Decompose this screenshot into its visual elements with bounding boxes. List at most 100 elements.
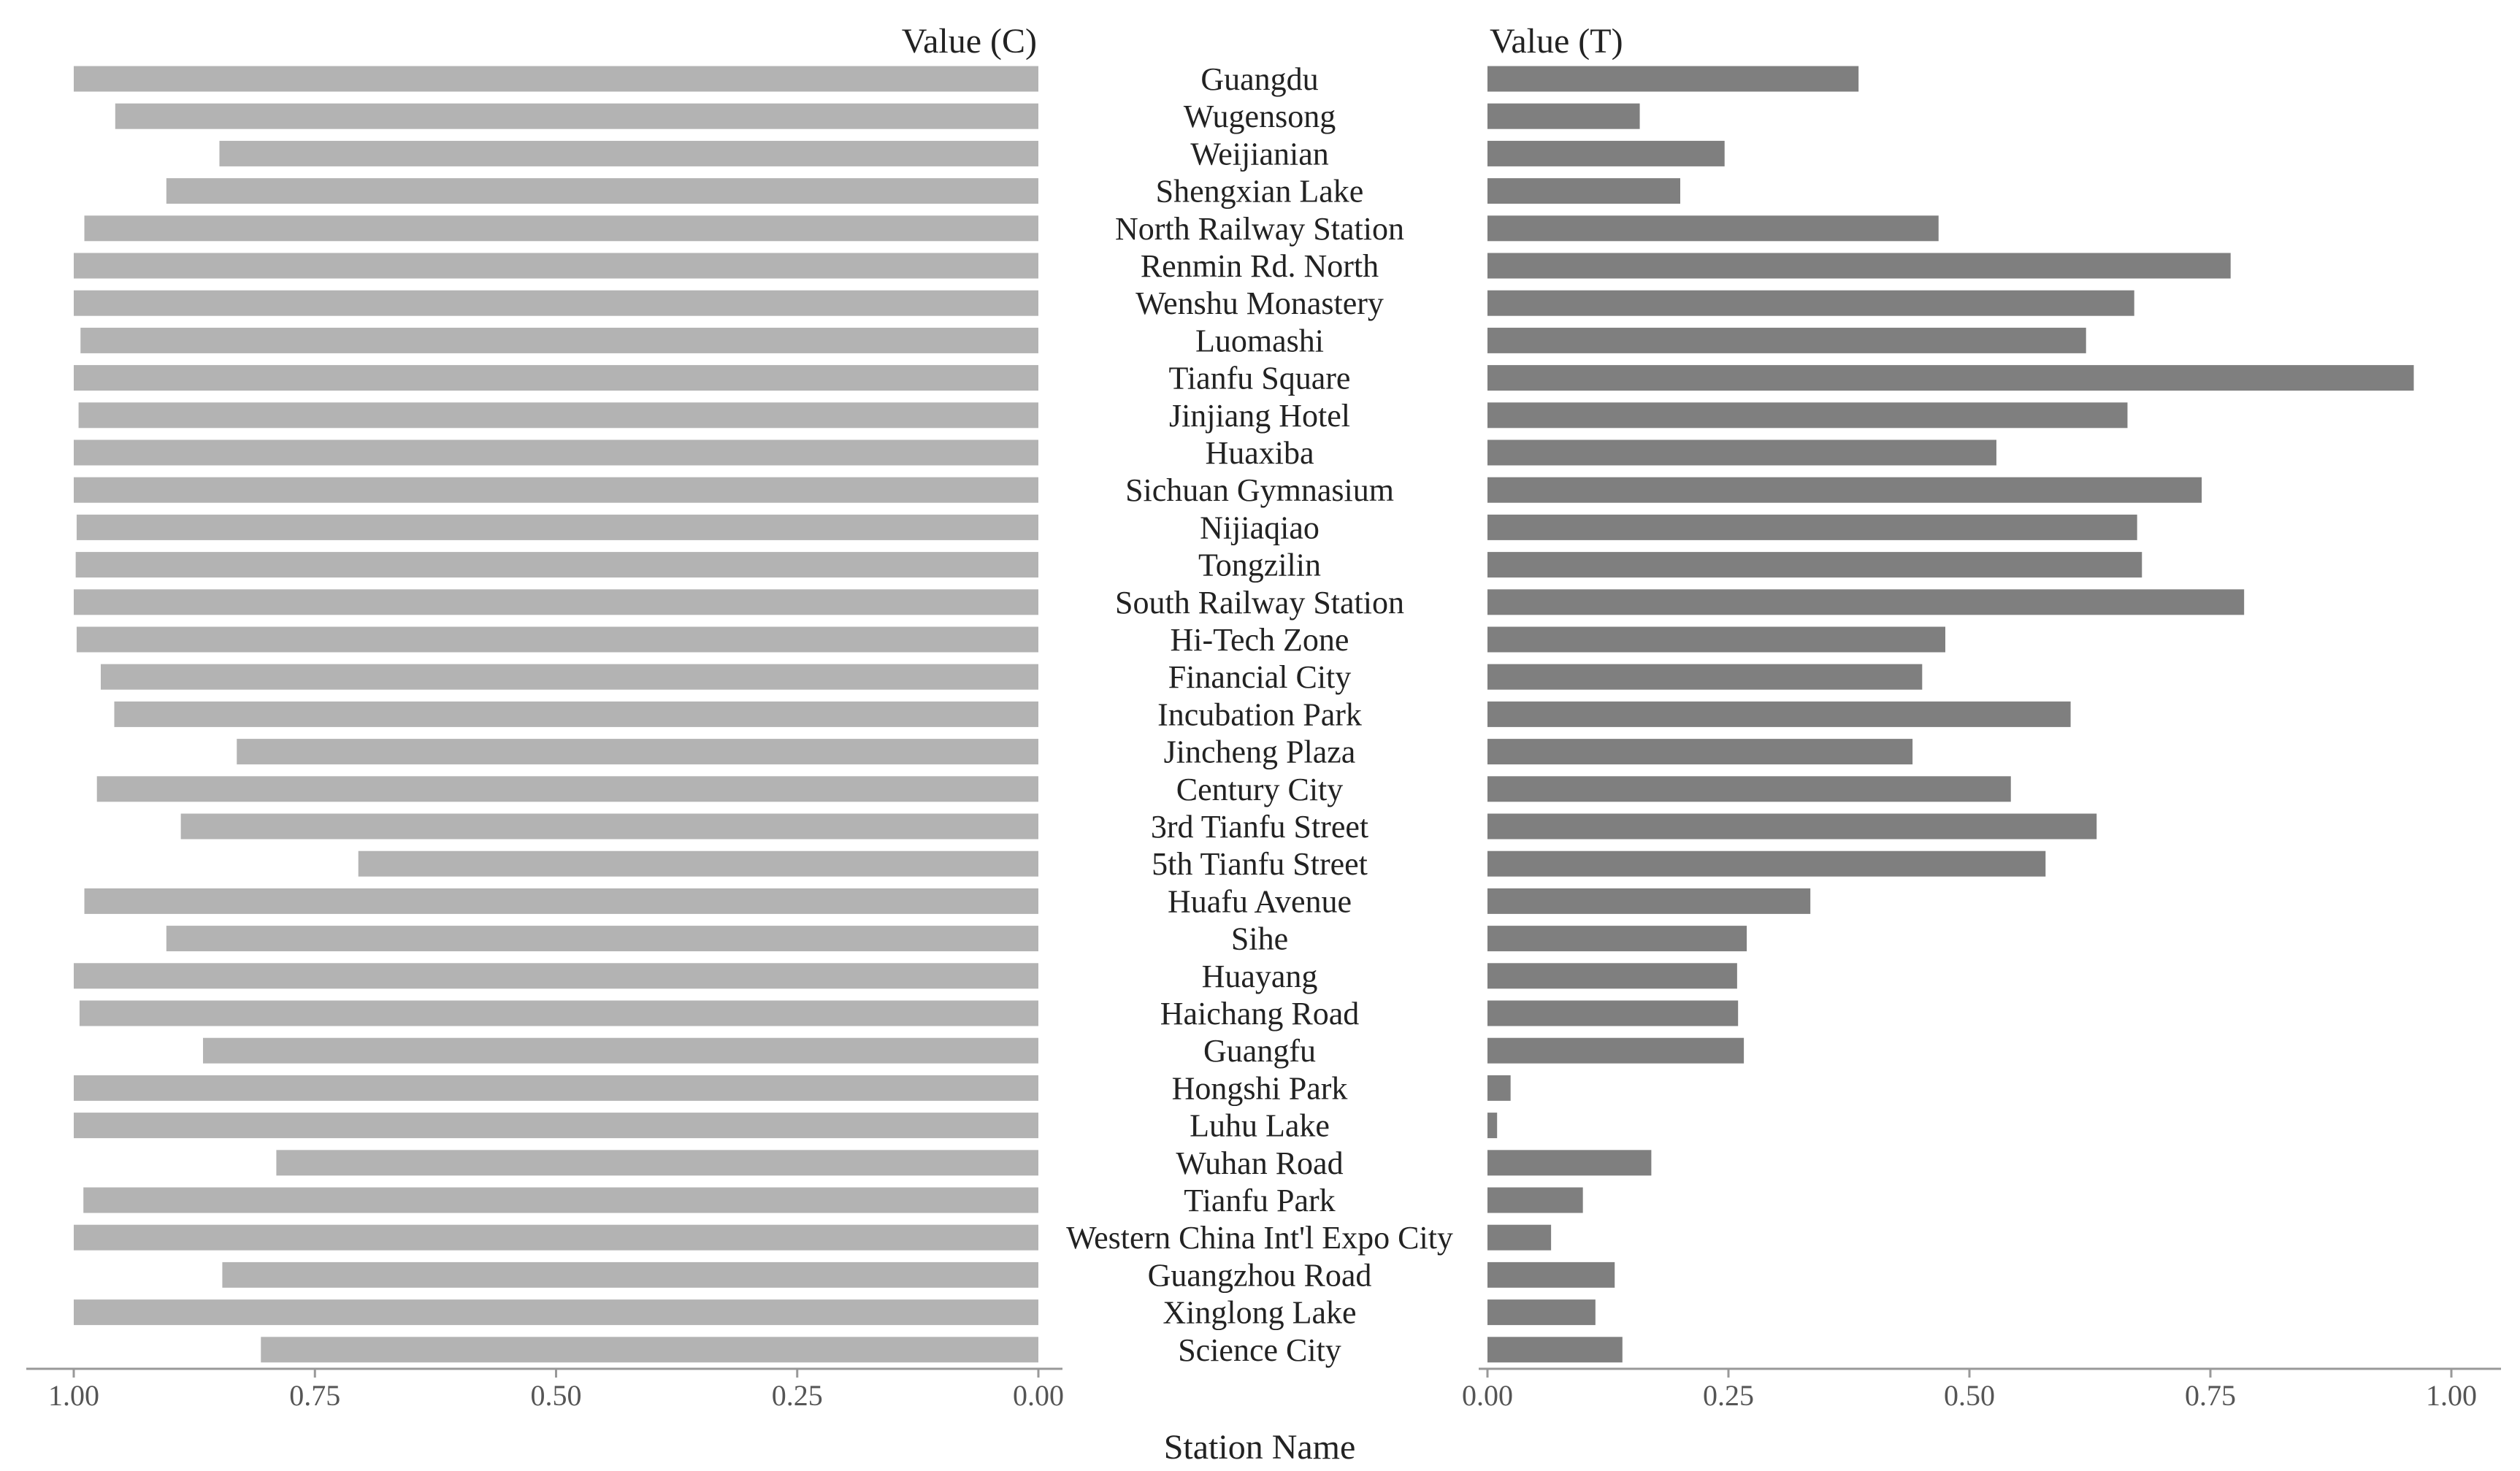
bar-t-33 <box>1487 1299 1596 1326</box>
bar-c-31 <box>74 1224 1038 1251</box>
left-bars-group <box>74 66 1039 1363</box>
bar-c-10 <box>74 439 1038 466</box>
station-label-16: Financial City <box>1168 659 1352 695</box>
station-label-32: Guangzhou Road <box>1148 1257 1372 1293</box>
station-label-12: Nijiaqiao <box>1200 510 1320 545</box>
bar-c-30 <box>83 1187 1039 1213</box>
bar-c-16 <box>100 664 1038 690</box>
bar-c-0 <box>74 66 1038 92</box>
bar-c-24 <box>74 963 1038 989</box>
bar-t-6 <box>1487 290 2134 316</box>
bar-t-19 <box>1487 776 2011 802</box>
bar-t-14 <box>1487 589 2245 615</box>
left-panel-title: Value (C) <box>902 22 1037 61</box>
right-tick-label-4: 1.00 <box>2426 1379 2477 1412</box>
bar-t-29 <box>1487 1150 1652 1176</box>
station-label-21: 5th Tianfu Street <box>1152 846 1368 882</box>
station-label-11: Sichuan Gymnasium <box>1125 472 1394 508</box>
station-label-1: Wugensong <box>1184 99 1336 134</box>
station-label-34: Science City <box>1178 1332 1341 1368</box>
station-label-13: Tongzilin <box>1198 548 1321 583</box>
bar-t-18 <box>1487 739 1913 765</box>
bar-t-2 <box>1487 140 1725 166</box>
bar-t-8 <box>1487 365 2414 391</box>
station-label-31: Western China Int'l Expo City <box>1066 1220 1453 1256</box>
right-ticks-group: 0.00 0.25 0.50 0.75 1.00 <box>1462 1369 2477 1412</box>
left-tick-label-3: 0.25 <box>772 1379 823 1412</box>
station-label-30: Tianfu Park <box>1184 1183 1335 1218</box>
bar-c-23 <box>166 926 1038 952</box>
bar-c-19 <box>96 776 1039 802</box>
bar-c-8 <box>74 365 1038 391</box>
bar-t-23 <box>1487 926 1747 952</box>
right-tick-label-1: 0.25 <box>1703 1379 1754 1412</box>
bar-t-31 <box>1487 1224 1552 1251</box>
bar-t-13 <box>1487 552 2142 578</box>
bar-t-30 <box>1487 1187 1583 1213</box>
bar-c-3 <box>166 178 1038 204</box>
bar-t-1 <box>1487 103 1640 129</box>
bar-t-10 <box>1487 439 1996 466</box>
station-label-27: Hongshi Park <box>1172 1070 1348 1106</box>
bar-t-21 <box>1487 850 2046 877</box>
bar-c-14 <box>74 589 1038 615</box>
station-label-15: Hi-Tech Zone <box>1171 622 1349 658</box>
station-label-26: Guangfu <box>1203 1033 1316 1069</box>
bar-c-1 <box>115 103 1039 129</box>
left-tick-label-4: 0.00 <box>1013 1379 1064 1412</box>
bar-t-3 <box>1487 178 1680 204</box>
bar-c-9 <box>78 402 1039 429</box>
bar-c-26 <box>203 1037 1038 1064</box>
bar-t-20 <box>1487 813 2097 840</box>
station-label-2: Weijianian <box>1190 136 1329 172</box>
right-panel-title: Value (T) <box>1490 22 1623 61</box>
left-ticks-group: 1.00 0.75 0.50 0.25 0.00 <box>48 1369 1064 1412</box>
left-tick-label-1: 0.75 <box>289 1379 340 1412</box>
bar-t-22 <box>1487 888 1811 914</box>
station-label-4: North Railway Station <box>1115 211 1404 247</box>
bar-c-33 <box>74 1299 1038 1326</box>
station-label-10: Huaxiba <box>1205 435 1314 471</box>
bar-t-11 <box>1487 477 2202 503</box>
bar-c-5 <box>74 253 1038 279</box>
station-label-8: Tianfu Square <box>1169 361 1351 396</box>
bar-c-29 <box>276 1150 1038 1176</box>
bar-t-32 <box>1487 1261 1615 1288</box>
bar-c-28 <box>74 1113 1038 1139</box>
station-label-7: Luomashi <box>1195 323 1324 358</box>
station-label-28: Luhu Lake <box>1190 1108 1330 1144</box>
bar-t-24 <box>1487 963 1737 989</box>
station-label-23: Sihe <box>1231 921 1288 957</box>
station-label-18: Jincheng Plaza <box>1164 734 1356 770</box>
bar-t-15 <box>1487 626 1945 653</box>
station-label-29: Wuhan Road <box>1176 1145 1343 1181</box>
bar-c-22 <box>84 888 1038 914</box>
right-bars-group <box>1487 66 2414 1363</box>
station-label-0: Guangdu <box>1200 61 1318 97</box>
bar-t-27 <box>1487 1075 1511 1101</box>
station-label-20: 3rd Tianfu Street <box>1151 809 1368 845</box>
bar-t-0 <box>1487 66 1859 92</box>
station-label-24: Huayang <box>1202 959 1318 994</box>
bar-c-13 <box>75 552 1039 578</box>
bar-t-25 <box>1487 1000 1739 1026</box>
station-label-33: Xinglong Lake <box>1163 1295 1356 1331</box>
station-label-6: Wenshu Monastery <box>1135 285 1384 321</box>
station-label-9: Jinjiang Hotel <box>1169 398 1350 434</box>
bar-c-25 <box>79 1000 1038 1026</box>
x-axis-title: Station Name <box>1164 1428 1356 1467</box>
bar-t-7 <box>1487 327 2086 353</box>
bar-t-17 <box>1487 701 2071 727</box>
bar-c-27 <box>74 1075 1038 1101</box>
bar-t-4 <box>1487 215 1939 242</box>
bar-c-6 <box>74 290 1038 316</box>
bar-c-18 <box>237 739 1038 765</box>
bar-t-26 <box>1487 1037 1745 1064</box>
left-tick-label-0: 1.00 <box>48 1379 99 1412</box>
station-label-17: Incubation Park <box>1157 696 1362 732</box>
right-tick-label-3: 0.75 <box>2185 1379 2236 1412</box>
bar-c-2 <box>219 140 1039 166</box>
bar-c-20 <box>180 813 1039 840</box>
right-tick-label-2: 0.50 <box>1944 1379 1995 1412</box>
